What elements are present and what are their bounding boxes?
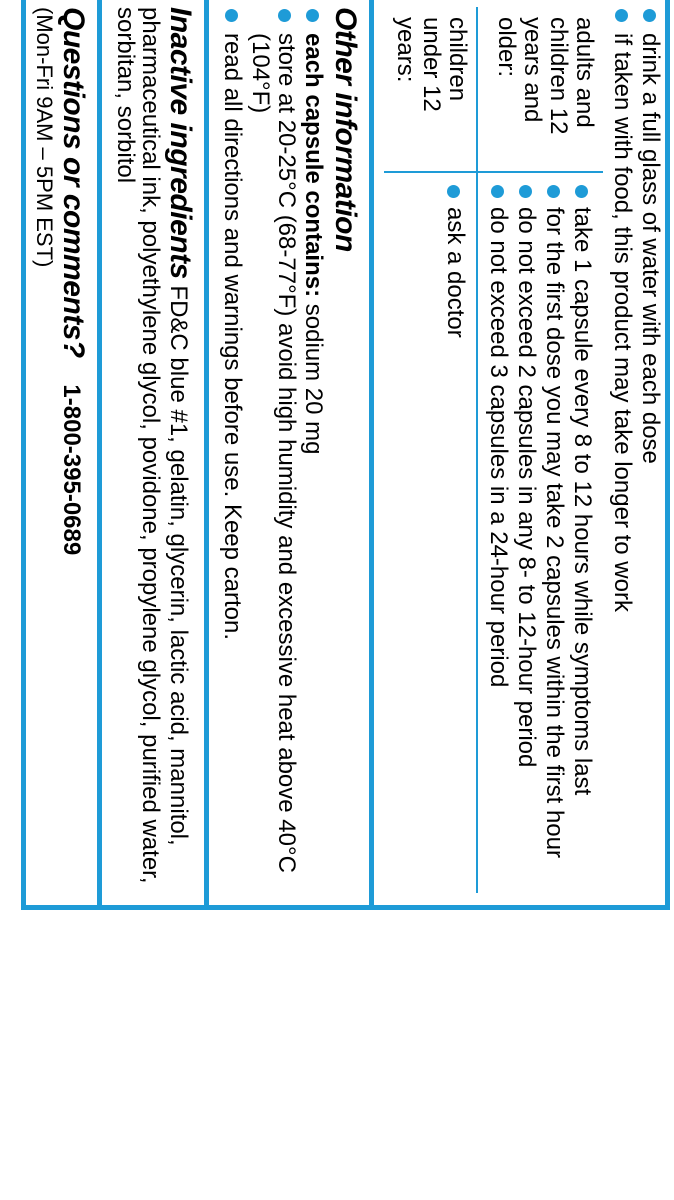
- inactive-ingredients-section: Inactive ingredients FD&C blue #1, gelat…: [97, 0, 204, 910]
- table-row: children under 12 years: ask a doctor: [384, 7, 477, 893]
- other-information-heading: Other information: [328, 7, 360, 893]
- inactive-ingredients-heading: Inactive ingredients: [164, 7, 197, 279]
- dosage-group: children under 12 years:: [384, 7, 477, 172]
- dosage-bullet: do not exceed 3 capsules in a 24-hour pe…: [486, 183, 512, 885]
- dosage-instructions: ask a doctor: [384, 172, 477, 893]
- capsule-contains-label: each capsule contains:: [300, 33, 327, 297]
- other-info-bullet: read all directions and warnings before …: [219, 7, 245, 893]
- directions-pre-bullet: if taken with food, this product may tak…: [609, 7, 635, 893]
- other-information-section: Other information each capsule contains:…: [204, 0, 369, 910]
- dosage-table: adults and children 12 years and older: …: [384, 7, 603, 893]
- dosage-bullet: take 1 capsule every 8 to 12 hours while…: [569, 183, 595, 885]
- dosage-bullet: ask a doctor: [442, 183, 468, 885]
- other-info-bullet: each capsule contains: sodium 20 mg: [301, 7, 327, 893]
- table-row: adults and children 12 years and older: …: [477, 7, 604, 893]
- directions-pre-bullets: drink a full glass of water with each do…: [609, 7, 663, 893]
- dosage-group: adults and children 12 years and older:: [477, 7, 604, 172]
- capsule-contains-value: sodium 20 mg: [300, 304, 327, 455]
- questions-section: Questions or comments? 1-800-395-0689 (M…: [21, 0, 96, 910]
- directions-section: drink a full glass of water with each do…: [369, 0, 670, 910]
- dosage-instructions: take 1 capsule every 8 to 12 hours while…: [477, 172, 604, 893]
- dosage-bullet: for the first dose you may take 2 capsul…: [541, 183, 567, 885]
- directions-pre-bullet: drink a full glass of water with each do…: [637, 7, 663, 893]
- dosage-bullet: do not exceed 2 capsules in any 8- to 12…: [513, 183, 539, 885]
- questions-phone: 1-800-395-0689: [58, 384, 85, 555]
- questions-heading: Questions or comments?: [57, 7, 90, 358]
- other-info-bullet: store at 20-25°C (68-77°F) avoid high hu…: [247, 7, 299, 893]
- questions-hours: (Mon-Fri 9AM – 5PM EST): [32, 7, 56, 893]
